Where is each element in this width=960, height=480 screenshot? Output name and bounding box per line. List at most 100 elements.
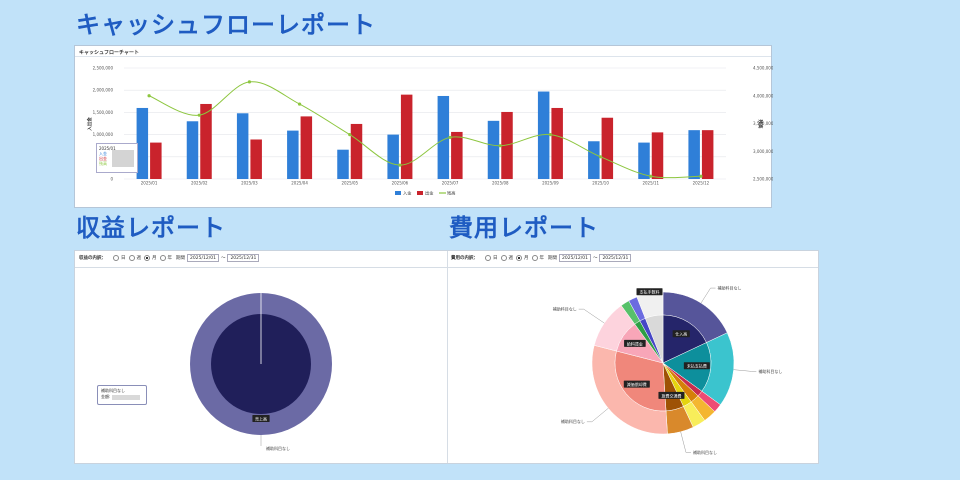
- revenue-tooltip-amount-label: 金額:: [101, 394, 111, 399]
- balance-point: [699, 174, 703, 178]
- x-tick-label: 2025/08: [492, 181, 509, 186]
- x-tick-label: 2025/07: [442, 181, 459, 186]
- y-tick-left: 0: [110, 177, 113, 182]
- cost-slice-label-bg: [672, 330, 690, 338]
- revenue-radio-week[interactable]: [128, 255, 135, 261]
- bar-expense: [200, 103, 212, 179]
- balance-point: [498, 144, 502, 148]
- bar-expense: [150, 142, 162, 179]
- revenue-donut-chart: 補助科目なし 売上高: [190, 293, 332, 451]
- cost-filter-label: 費用の内訳：: [451, 256, 478, 261]
- filter-divider: [75, 267, 818, 268]
- legend-label: 残高: [447, 190, 455, 197]
- tooltip-redacted-values: [112, 150, 134, 167]
- radio-label-day: 日: [121, 256, 126, 261]
- bar-expense: [501, 111, 513, 179]
- revenue-filter-label: 収益の内訳：: [79, 256, 106, 261]
- radio-label-month: 月: [524, 256, 529, 261]
- bar-expense: [701, 130, 714, 179]
- bar-income: [186, 121, 199, 179]
- balance-point: [548, 133, 553, 137]
- cost-donut-chart: 仕入高未払支払費旅費交通費減価償却費給料賃金支払手数料補助科目なし補助科目なし補…: [553, 284, 783, 455]
- revenue-tooltip-title: 補助科目なし: [101, 388, 125, 393]
- balance-point: [197, 113, 201, 117]
- bar-income: [437, 95, 450, 179]
- x-tick-label: 2025/12: [693, 181, 710, 186]
- balance-point: [247, 80, 252, 84]
- revenue-radio-day[interactable]: [113, 255, 119, 261]
- bar-expense: [651, 132, 664, 179]
- bar-expense: [250, 139, 262, 179]
- bar-income: [588, 141, 600, 179]
- cost-date-to-input[interactable]: 2025/12/31: [599, 254, 632, 262]
- x-tick-label: 2025/10: [592, 181, 609, 186]
- tooltip-balance: 残高: [99, 161, 107, 166]
- x-tick-label: 2025/09: [542, 181, 559, 186]
- revenue-radio-year[interactable]: [159, 255, 166, 261]
- bar-income: [136, 107, 149, 179]
- bar-income: [337, 149, 349, 179]
- cost-callout-label: 補助科目なし: [561, 418, 585, 424]
- cost-report-heading: 費用レポート: [449, 214, 599, 242]
- legend-swatch: [395, 191, 401, 195]
- cost-callout-label: 補助科目なし: [758, 368, 782, 374]
- revenue-date-to-input[interactable]: 2025/12/31: [227, 254, 260, 262]
- cost-radio-year[interactable]: [531, 255, 538, 261]
- cashflow-chart-title: キャッシュフローチャート: [79, 50, 139, 56]
- legend-label: 出金: [425, 190, 434, 197]
- bar-expense: [300, 116, 313, 179]
- y-axis-label-left: 入出金: [86, 117, 93, 132]
- cost-radio-week[interactable]: [500, 255, 507, 261]
- y-tick-right: 4,000,000: [753, 93, 773, 98]
- cost-date-from-input[interactable]: 2025/12/01: [559, 254, 591, 262]
- bar-expense: [451, 131, 463, 179]
- x-tick-label: 2025/01: [141, 181, 158, 186]
- cost-callout-line: [700, 287, 716, 304]
- cost-radio-month[interactable]: [516, 255, 522, 261]
- x-tick-label: 2025/11: [642, 181, 659, 186]
- tooltip-income: 入金: [99, 151, 107, 156]
- revenue-outer-label: 補助科目なし: [266, 445, 290, 451]
- radio-label-year: 年: [167, 256, 173, 261]
- revenue-tooltip: 補助科目なし 金額:: [97, 385, 147, 405]
- revenue-date-from-input[interactable]: 2025/12/01: [187, 254, 219, 262]
- tooltip-date: 2025/01: [99, 146, 116, 151]
- x-tick-label: 2025/03: [241, 181, 258, 186]
- y-tick-left: 1,500,000: [93, 110, 114, 115]
- cost-callout-line: [586, 408, 609, 423]
- panel-divider: [447, 251, 448, 463]
- date-range-tilde: 〜: [592, 256, 598, 261]
- y-axis-label-right: 残高: [757, 120, 764, 129]
- y-tick-right: 2,500,000: [753, 177, 773, 182]
- radio-label-year: 年: [539, 256, 545, 261]
- revenue-inner-label: 売上高: [255, 415, 267, 421]
- balance-point: [147, 94, 151, 98]
- bar-expense: [400, 94, 413, 179]
- cost-radio-day[interactable]: [485, 255, 491, 261]
- cashflow-tooltip: 2025/01 入金 出金 残高: [96, 143, 138, 173]
- cost-slice-label-bg: [658, 391, 685, 399]
- y-tick-right: 3,000,000: [753, 149, 773, 154]
- bar-income: [688, 130, 700, 179]
- revenue-radio-month[interactable]: [144, 255, 150, 261]
- x-tick-label: 2025/05: [341, 181, 358, 186]
- period-label: 期間: [176, 256, 185, 261]
- balance-point: [398, 163, 402, 167]
- bar-expense: [551, 107, 563, 179]
- cost-callout-label: 補助科目なし: [693, 449, 717, 455]
- balance-point: [649, 174, 653, 178]
- legend-label: 入金: [403, 190, 412, 196]
- x-tick-label: 2025/02: [191, 181, 208, 186]
- x-tick-label: 2025/04: [291, 181, 308, 186]
- tooltip-expense: 出金: [99, 156, 107, 161]
- cost-slice-label-bg: [623, 380, 650, 388]
- radio-label-week: 週: [136, 256, 142, 261]
- cashflow-chart-panel: キャッシュフローチャート 0500,0001,000,0001,500,0002…: [74, 45, 773, 208]
- bar-income: [638, 142, 650, 179]
- cost-slice-label: 仕入高: [675, 331, 687, 337]
- cost-inner-slice: [662, 314, 707, 364]
- cost-filter-bar: 費用の内訳： 日 週 月 年 期間 2025/12/01 〜 2025/12/3…: [451, 254, 633, 262]
- revenue-filter-bar: 収益の内訳： 日 週 月 年 期間 2025/12/01 〜 2025/12/3…: [79, 254, 261, 262]
- title-divider: [75, 56, 771, 57]
- cost-callout-line: [733, 369, 757, 372]
